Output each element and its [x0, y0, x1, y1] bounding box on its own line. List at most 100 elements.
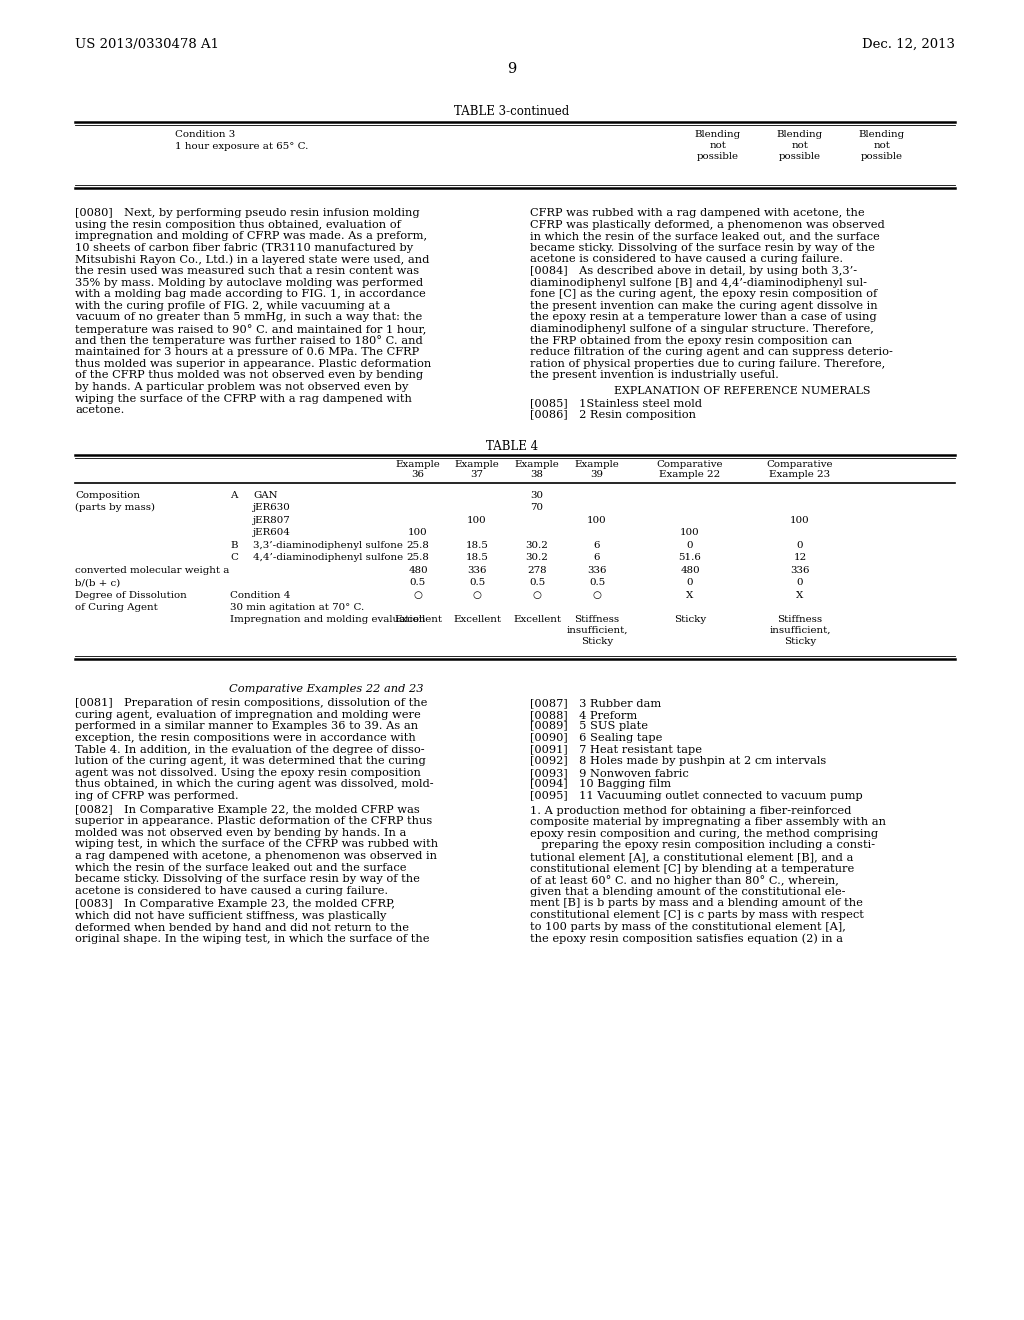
Text: of at least 60° C. and no higher than 80° C., wherein,: of at least 60° C. and no higher than 80… — [530, 875, 839, 886]
Text: 3,3’-diaminodiphenyl sulfone: 3,3’-diaminodiphenyl sulfone — [253, 541, 402, 550]
Text: [0094] 10 Bagging film: [0094] 10 Bagging film — [530, 779, 671, 789]
Text: Table 4. In addition, in the evaluation of the degree of disso-: Table 4. In addition, in the evaluation … — [75, 744, 425, 755]
Text: b/(b + c): b/(b + c) — [75, 578, 120, 587]
Text: Stiffness: Stiffness — [574, 615, 620, 623]
Text: deformed when bended by hand and did not return to the: deformed when bended by hand and did not… — [75, 923, 409, 932]
Text: X: X — [797, 591, 804, 599]
Text: [0087] 3 Rubber dam: [0087] 3 Rubber dam — [530, 698, 662, 708]
Text: fone [C] as the curing agent, the epoxy resin composition of: fone [C] as the curing agent, the epoxy … — [530, 289, 878, 300]
Text: CFRP was rubbed with a rag dampened with acetone, the: CFRP was rubbed with a rag dampened with… — [530, 209, 864, 218]
Text: 25.8: 25.8 — [407, 553, 429, 562]
Text: impregnation and molding of CFRP was made. As a preform,: impregnation and molding of CFRP was mad… — [75, 231, 427, 242]
Text: with the curing profile of FIG. 2, while vacuuming at a: with the curing profile of FIG. 2, while… — [75, 301, 390, 310]
Text: constitutional element [C] by blending at a temperature: constitutional element [C] by blending a… — [530, 863, 854, 874]
Text: 0: 0 — [687, 541, 693, 550]
Text: X: X — [686, 591, 693, 599]
Text: possible: possible — [861, 152, 903, 161]
Text: 336: 336 — [467, 566, 486, 574]
Text: of Curing Agent: of Curing Agent — [75, 603, 158, 612]
Text: Sticky: Sticky — [581, 636, 613, 645]
Text: [0080] Next, by performing pseudo resin infusion molding: [0080] Next, by performing pseudo resin … — [75, 209, 420, 218]
Text: jER604: jER604 — [253, 528, 291, 537]
Text: US 2013/0330478 A1: US 2013/0330478 A1 — [75, 38, 219, 51]
Text: 1 hour exposure at 65° C.: 1 hour exposure at 65° C. — [175, 143, 308, 150]
Text: 39: 39 — [591, 470, 603, 479]
Text: EXPLANATION OF REFERENCE NUMERALS: EXPLANATION OF REFERENCE NUMERALS — [614, 385, 870, 396]
Text: not: not — [873, 141, 891, 150]
Text: (parts by mass): (parts by mass) — [75, 503, 155, 512]
Text: vacuum of no greater than 5 mmHg, in such a way that: the: vacuum of no greater than 5 mmHg, in suc… — [75, 313, 422, 322]
Text: Example 22: Example 22 — [659, 470, 721, 479]
Text: 480: 480 — [409, 566, 428, 574]
Text: 100: 100 — [587, 516, 607, 525]
Text: Blending: Blending — [859, 129, 905, 139]
Text: 9: 9 — [507, 62, 517, 77]
Text: possible: possible — [779, 152, 821, 161]
Text: Sticky: Sticky — [674, 615, 707, 623]
Text: in which the resin of the surface leaked out, and the surface: in which the resin of the surface leaked… — [530, 231, 880, 242]
Text: which did not have sufficient stiffness, was plastically: which did not have sufficient stiffness,… — [75, 911, 386, 921]
Text: Impregnation and molding evaluation: Impregnation and molding evaluation — [230, 615, 425, 623]
Text: 100: 100 — [680, 528, 699, 537]
Text: [0086] 2 Resin composition: [0086] 2 Resin composition — [530, 411, 696, 420]
Text: performed in a similar manner to Examples 36 to 39. As an: performed in a similar manner to Example… — [75, 721, 418, 731]
Text: 100: 100 — [409, 528, 428, 537]
Text: B: B — [230, 541, 238, 550]
Text: 36: 36 — [412, 470, 425, 479]
Text: given that a blending amount of the constitutional ele-: given that a blending amount of the cons… — [530, 887, 846, 896]
Text: [0095] 11 Vacuuming outlet connected to vacuum pump: [0095] 11 Vacuuming outlet connected to … — [530, 791, 863, 801]
Text: ○: ○ — [414, 591, 423, 599]
Text: acetone is considered to have caused a curing failure.: acetone is considered to have caused a c… — [530, 255, 843, 264]
Text: 0.5: 0.5 — [589, 578, 605, 587]
Text: 0.5: 0.5 — [410, 578, 426, 587]
Text: 0.5: 0.5 — [469, 578, 485, 587]
Text: A: A — [230, 491, 238, 500]
Text: diaminodiphenyl sulfone [B] and 4,4’-diaminodiphenyl sul-: diaminodiphenyl sulfone [B] and 4,4’-dia… — [530, 277, 867, 288]
Text: a rag dampened with acetone, a phenomenon was observed in: a rag dampened with acetone, a phenomeno… — [75, 851, 437, 861]
Text: original shape. In the wiping test, in which the surface of the: original shape. In the wiping test, in w… — [75, 935, 429, 944]
Text: [0089] 5 SUS plate: [0089] 5 SUS plate — [530, 721, 648, 731]
Text: not: not — [710, 141, 726, 150]
Text: ration of physical properties due to curing failure. Therefore,: ration of physical properties due to cur… — [530, 359, 886, 368]
Text: diaminodiphenyl sulfone of a singular structure. Therefore,: diaminodiphenyl sulfone of a singular st… — [530, 323, 873, 334]
Text: 30.2: 30.2 — [525, 553, 549, 562]
Text: the resin used was measured such that a resin content was: the resin used was measured such that a … — [75, 267, 419, 276]
Text: ○: ○ — [593, 591, 601, 599]
Text: the epoxy resin composition satisfies equation (2) in a: the epoxy resin composition satisfies eq… — [530, 933, 843, 944]
Text: lution of the curing agent, it was determined that the curing: lution of the curing agent, it was deter… — [75, 756, 426, 766]
Text: Condition 4: Condition 4 — [230, 591, 291, 599]
Text: 12: 12 — [794, 553, 807, 562]
Text: temperature was raised to 90° C. and maintained for 1 hour,: temperature was raised to 90° C. and mai… — [75, 323, 426, 335]
Text: GAN: GAN — [253, 491, 278, 500]
Text: converted molecular weight a: converted molecular weight a — [75, 566, 229, 574]
Text: Example: Example — [455, 459, 500, 469]
Text: 6: 6 — [594, 553, 600, 562]
Text: Example: Example — [395, 459, 440, 469]
Text: Dec. 12, 2013: Dec. 12, 2013 — [862, 38, 955, 51]
Text: ○: ○ — [472, 591, 481, 599]
Text: 0: 0 — [797, 541, 803, 550]
Text: 70: 70 — [530, 503, 544, 512]
Text: reduce filtration of the curing agent and can suppress deterio-: reduce filtration of the curing agent an… — [530, 347, 893, 358]
Text: the FRP obtained from the epoxy resin composition can: the FRP obtained from the epoxy resin co… — [530, 335, 852, 346]
Text: TABLE 4: TABLE 4 — [486, 440, 538, 453]
Text: [0085] 1Stainless steel mold: [0085] 1Stainless steel mold — [530, 399, 702, 409]
Text: jER807: jER807 — [253, 516, 291, 525]
Text: the present invention can make the curing agent dissolve in: the present invention can make the curin… — [530, 301, 878, 310]
Text: [0092] 8 Holes made by pushpin at 2 cm intervals: [0092] 8 Holes made by pushpin at 2 cm i… — [530, 756, 826, 766]
Text: 10 sheets of carbon fiber fabric (TR3110 manufactured by: 10 sheets of carbon fiber fabric (TR3110… — [75, 243, 413, 253]
Text: C: C — [230, 553, 238, 562]
Text: became sticky. Dissolving of the surface resin by way of the: became sticky. Dissolving of the surface… — [530, 243, 874, 253]
Text: ing of CFRP was performed.: ing of CFRP was performed. — [75, 791, 239, 801]
Text: [0084] As described above in detail, by using both 3,3’-: [0084] As described above in detail, by … — [530, 267, 857, 276]
Text: with a molding bag made according to FIG. 1, in accordance: with a molding bag made according to FIG… — [75, 289, 426, 300]
Text: epoxy resin composition and curing, the method comprising: epoxy resin composition and curing, the … — [530, 829, 879, 838]
Text: 0: 0 — [797, 578, 803, 587]
Text: [0091] 7 Heat resistant tape: [0091] 7 Heat resistant tape — [530, 744, 702, 755]
Text: wiping the surface of the CFRP with a rag dampened with: wiping the surface of the CFRP with a ra… — [75, 393, 412, 404]
Text: 336: 336 — [791, 566, 810, 574]
Text: to 100 parts by mass of the constitutional element [A],: to 100 parts by mass of the constitution… — [530, 921, 846, 932]
Text: wiping test, in which the surface of the CFRP was rubbed with: wiping test, in which the surface of the… — [75, 840, 438, 849]
Text: became sticky. Dissolving of the surface resin by way of the: became sticky. Dissolving of the surface… — [75, 874, 420, 884]
Text: Comparative: Comparative — [656, 459, 723, 469]
